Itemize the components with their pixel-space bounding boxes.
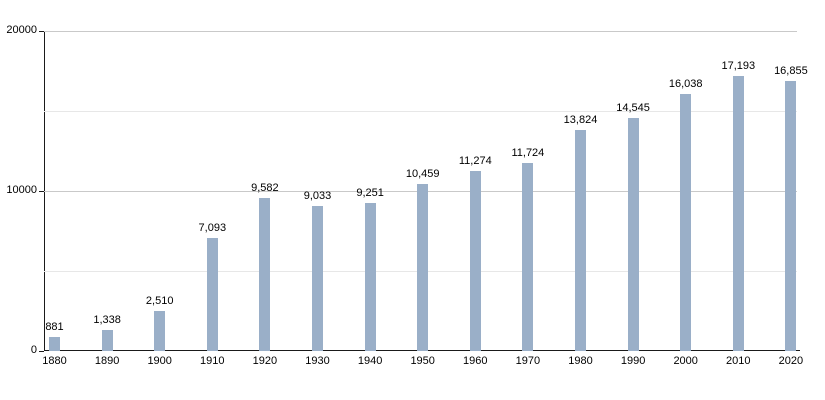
x-axis-tick-label: 1880	[42, 355, 67, 367]
bar	[101, 329, 113, 351]
bar-value-label: 2,510	[145, 294, 174, 307]
bar-value-label: 1,338	[93, 313, 121, 326]
x-axis-tick-label: 1890	[94, 355, 120, 367]
major-gridline	[44, 31, 797, 32]
x-axis-tick-label: 1990	[620, 355, 646, 367]
bar	[364, 202, 376, 351]
bar	[732, 75, 744, 351]
x-axis-tick-label: 2000	[673, 355, 698, 367]
x-axis-tick-label: 2020	[778, 355, 804, 367]
bar-value-label: 16,855	[774, 65, 808, 78]
bar	[312, 206, 323, 351]
bar-value-label: 9,251	[356, 186, 384, 199]
y-axis-tick	[39, 351, 44, 352]
x-axis-tick-label: 1900	[147, 355, 172, 367]
bar-value-label: 9,033	[303, 190, 332, 203]
bar-value-label: 17,193	[721, 59, 756, 72]
bar-value-label: 9,582	[251, 181, 279, 194]
bar	[417, 183, 429, 351]
bar	[627, 118, 639, 351]
x-axis-tick-label: 1960	[463, 355, 488, 367]
bar-value-label: 10,459	[405, 167, 440, 180]
bar-value-label: 7,093	[198, 221, 227, 234]
bar-value-label: 16,038	[668, 78, 703, 91]
bar-value-label: 14,545	[616, 102, 650, 115]
bar	[522, 163, 534, 351]
x-axis-tick-label: 1970	[515, 355, 541, 367]
bar	[49, 336, 60, 351]
bar-value-label: 11,724	[511, 147, 545, 160]
x-axis-tick-label: 1930	[305, 355, 330, 367]
x-axis-tick-label: 1940	[357, 355, 383, 367]
bar-value-label: 11,274	[458, 154, 492, 167]
bar	[785, 81, 797, 351]
bar	[259, 197, 271, 351]
bar	[206, 237, 218, 351]
bar	[154, 310, 166, 351]
x-axis-tick-label: 1920	[252, 355, 278, 367]
x-axis-tick-label: 2010	[726, 355, 751, 367]
y-axis-tick	[39, 31, 44, 32]
minor-gridline	[44, 111, 797, 112]
bar	[680, 94, 692, 351]
bar-value-label: 13,824	[563, 113, 598, 126]
x-axis-tick-label: 1910	[200, 355, 225, 367]
bar	[469, 170, 481, 351]
bar	[575, 129, 586, 351]
bar-value-label: 881	[45, 320, 64, 333]
y-axis-tick	[39, 191, 44, 192]
x-axis-tick-label: 1950	[410, 355, 435, 367]
x-axis-tick-label: 1980	[568, 355, 593, 367]
